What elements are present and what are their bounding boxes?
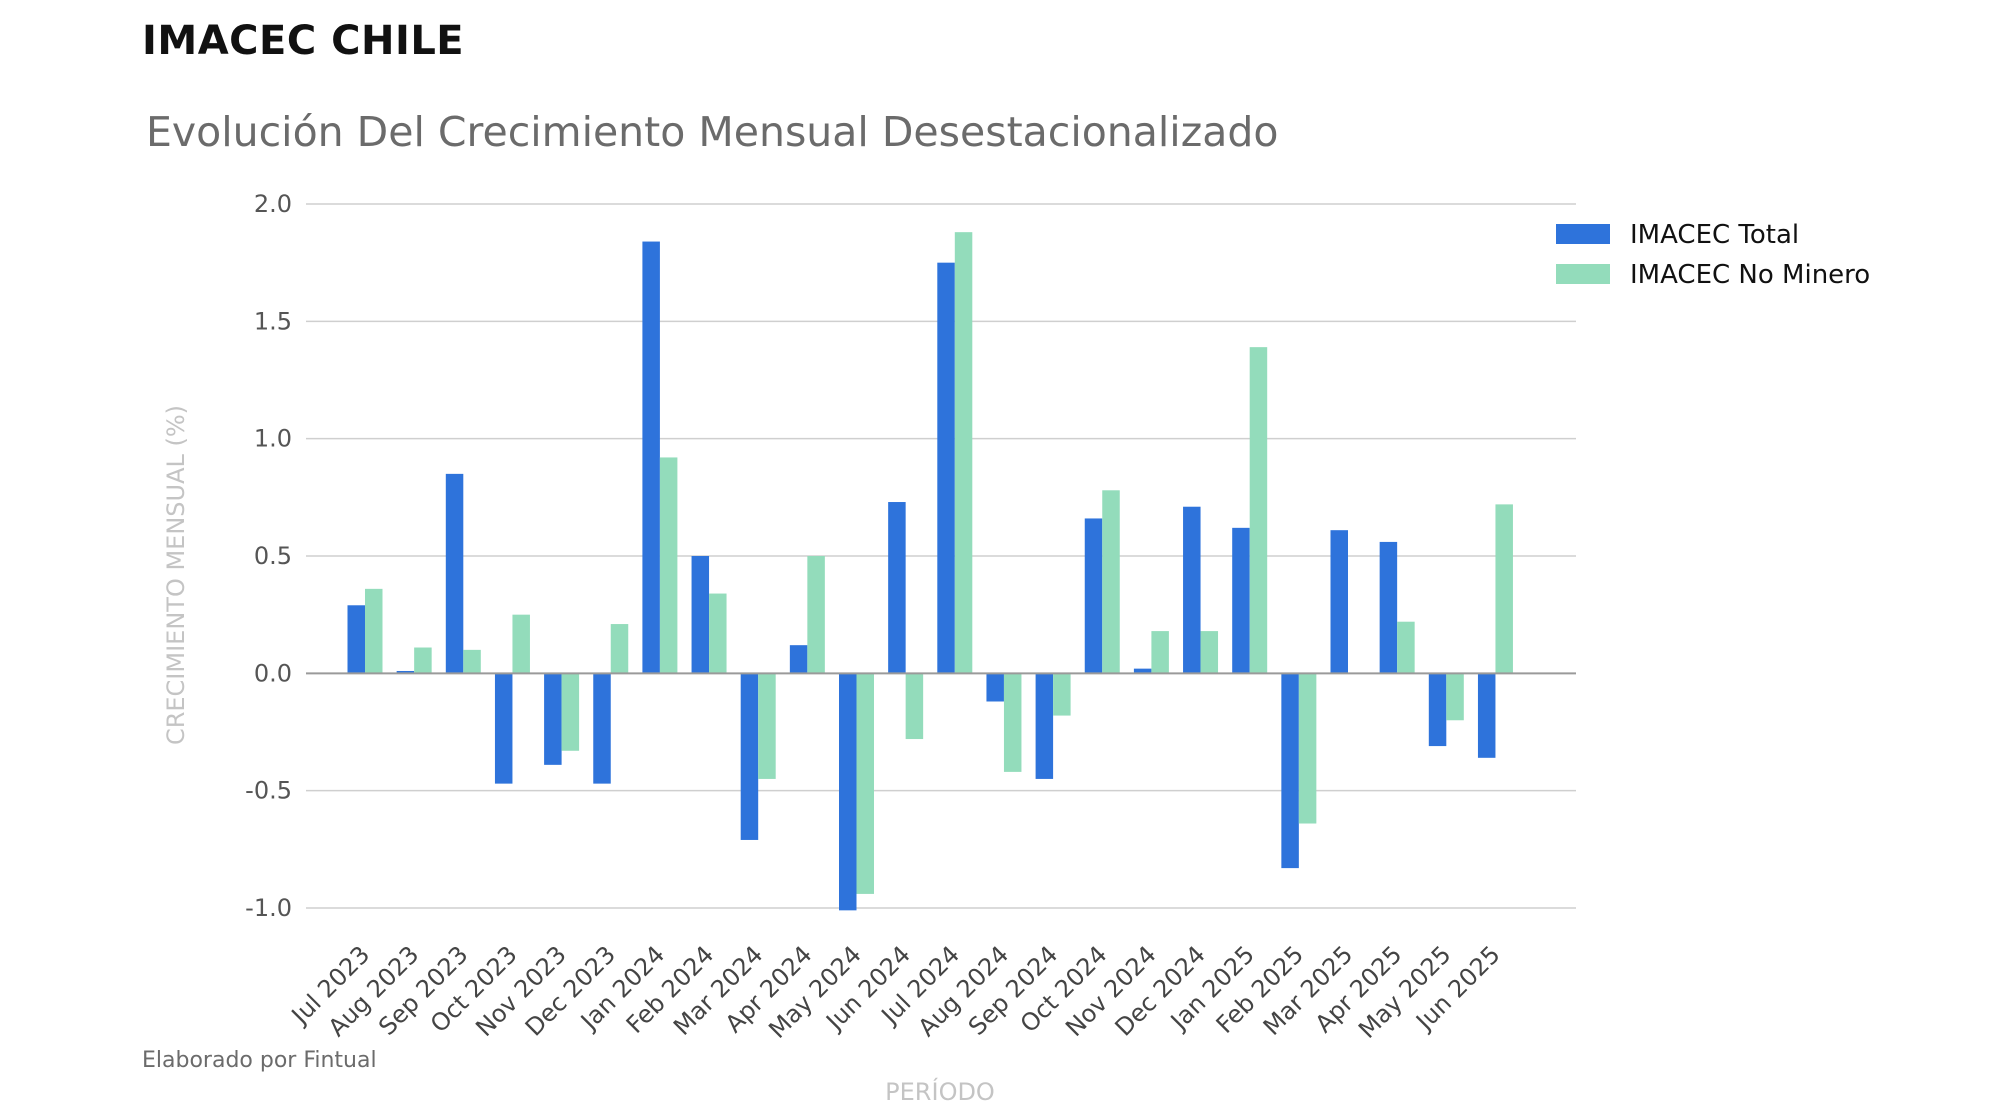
bar-imacec-total (1232, 527, 1250, 674)
bar-imacec-no-minero (1053, 673, 1071, 716)
legend-swatch-imacec-no-minero (1556, 264, 1610, 284)
bars-layer (347, 232, 1513, 911)
bar-imacec-total (1428, 673, 1447, 747)
bar-imacec-total (937, 262, 955, 674)
bar-imacec-total (642, 241, 660, 674)
y-tick-label: -0.5 (245, 777, 292, 805)
y-axis-label: CRECIMIENTO MENSUAL (%) (162, 405, 190, 745)
bar-imacec-no-minero (807, 556, 825, 674)
bar-imacec-total (740, 673, 759, 840)
legend-label-imacec-total: IMACEC Total (1630, 220, 1799, 250)
bar-imacec-total (593, 673, 611, 784)
bar-imacec-no-minero (610, 624, 629, 674)
bar-imacec-total (839, 673, 857, 911)
y-tick-labels: 2.0 1.5 1.0 0.5 0.0 -0.5 -1.0 (245, 190, 292, 922)
chart-legend: IMACEC Total IMACEC No Minero (1556, 220, 1870, 290)
bar-imacec-no-minero (1298, 673, 1317, 824)
bar-imacec-total (1281, 673, 1299, 869)
legend-label-imacec-no-minero: IMACEC No Minero (1630, 260, 1870, 290)
bar-imacec-no-minero (463, 649, 481, 674)
y-tick-label: 0.5 (254, 542, 292, 570)
bar-imacec-no-minero (659, 457, 678, 674)
bar-imacec-no-minero (1446, 673, 1464, 721)
bar-imacec-total (347, 605, 365, 674)
bar-imacec-no-minero (1151, 631, 1169, 674)
page-title: IMACEC CHILE (142, 18, 465, 64)
bar-imacec-no-minero (414, 647, 432, 674)
y-tick-label: 1.5 (254, 307, 292, 335)
bar-imacec-total (544, 673, 562, 765)
bar-imacec-no-minero (954, 232, 973, 674)
bar-imacec-total (1379, 541, 1398, 674)
bar-imacec-total (1183, 506, 1201, 674)
bar-imacec-no-minero (1249, 347, 1268, 674)
bar-imacec-total (691, 556, 710, 674)
credit-text: Elaborado por Fintual (142, 1048, 377, 1073)
chart-subtitle: Evolución Del Crecimiento Mensual Desest… (146, 108, 1279, 156)
bar-imacec-no-minero (856, 673, 874, 894)
bar-imacec-no-minero (709, 593, 727, 674)
bar-imacec-total (396, 670, 415, 674)
bar-imacec-total (789, 645, 808, 674)
x-axis-label: PERÍODO (885, 1077, 995, 1104)
legend-swatch-imacec-total (1556, 224, 1610, 244)
bar-imacec-no-minero (561, 673, 580, 751)
y-tick-label: -1.0 (245, 894, 292, 922)
y-tick-label: 1.0 (254, 425, 292, 453)
bar-imacec-total (1133, 668, 1152, 674)
bar-imacec-total (445, 473, 464, 674)
bar-imacec-total (1477, 673, 1496, 758)
bar-imacec-no-minero (365, 588, 383, 674)
bar-imacec-total (986, 673, 1004, 702)
bar-imacec-no-minero (905, 673, 924, 740)
bar-imacec-no-minero (1102, 490, 1120, 674)
bar-imacec-total (888, 502, 906, 674)
bar-imacec-total (1084, 518, 1103, 674)
bar-imacec-no-minero (1397, 621, 1415, 674)
bar-imacec-total (1330, 530, 1348, 674)
bar-imacec-no-minero (1200, 631, 1219, 674)
bar-imacec-total (1035, 673, 1054, 779)
bar-imacec-no-minero (758, 673, 776, 779)
y-tick-label: 0.0 (254, 659, 292, 687)
bar-imacec-no-minero (1003, 673, 1022, 772)
y-tick-label: 2.0 (254, 190, 292, 218)
bar-imacec-no-minero (512, 614, 530, 674)
bar-imacec-no-minero (1495, 504, 1513, 674)
bar-imacec-total (494, 673, 513, 784)
